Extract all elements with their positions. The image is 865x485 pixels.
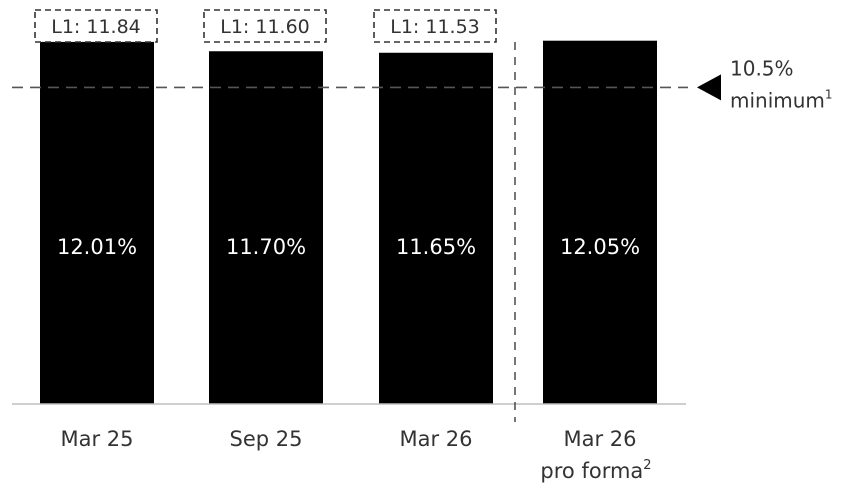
bar: [209, 51, 323, 405]
category-label: Mar 26: [399, 427, 472, 451]
bars-layer: [40, 40, 657, 405]
leverage-box: [203, 9, 327, 43]
leverage-box-label: L1: 11.53: [390, 16, 480, 38]
reference-text-label: minimum1: [730, 87, 833, 112]
leverage-box: [373, 9, 497, 43]
category-label: Mar 25: [60, 427, 133, 451]
reference-footnote-marker: 1: [825, 87, 833, 101]
category-sublabel-footnote: 2: [643, 458, 651, 473]
reference-value-label: 10.5%: [730, 56, 794, 80]
bar: [40, 41, 154, 404]
reference-label-word: minimum: [730, 88, 825, 112]
bar-value-label: 12.05%: [560, 235, 640, 259]
bar-value-label: 11.70%: [226, 235, 306, 259]
bar: [543, 40, 657, 405]
reference-arrow-icon: [697, 74, 721, 101]
leverage-box-label: L1: 11.60: [220, 16, 310, 38]
category-sublabel-text: pro forma: [540, 459, 643, 483]
category-label: Mar 26: [563, 427, 636, 451]
labels-layer: 12.01% Mar 25 L1: 11.84 11.70% Sep 25 L1: 11.…: [34, 9, 652, 483]
category-sublabel: pro forma2: [540, 458, 651, 483]
bar-value-label: 12.01%: [57, 235, 137, 259]
leverage-box: [34, 9, 158, 43]
leverage-box-label: L1: 11.84: [51, 16, 141, 38]
bar: [379, 52, 493, 404]
bar-value-label: 11.65%: [396, 235, 476, 259]
category-label: Sep 25: [230, 427, 303, 451]
